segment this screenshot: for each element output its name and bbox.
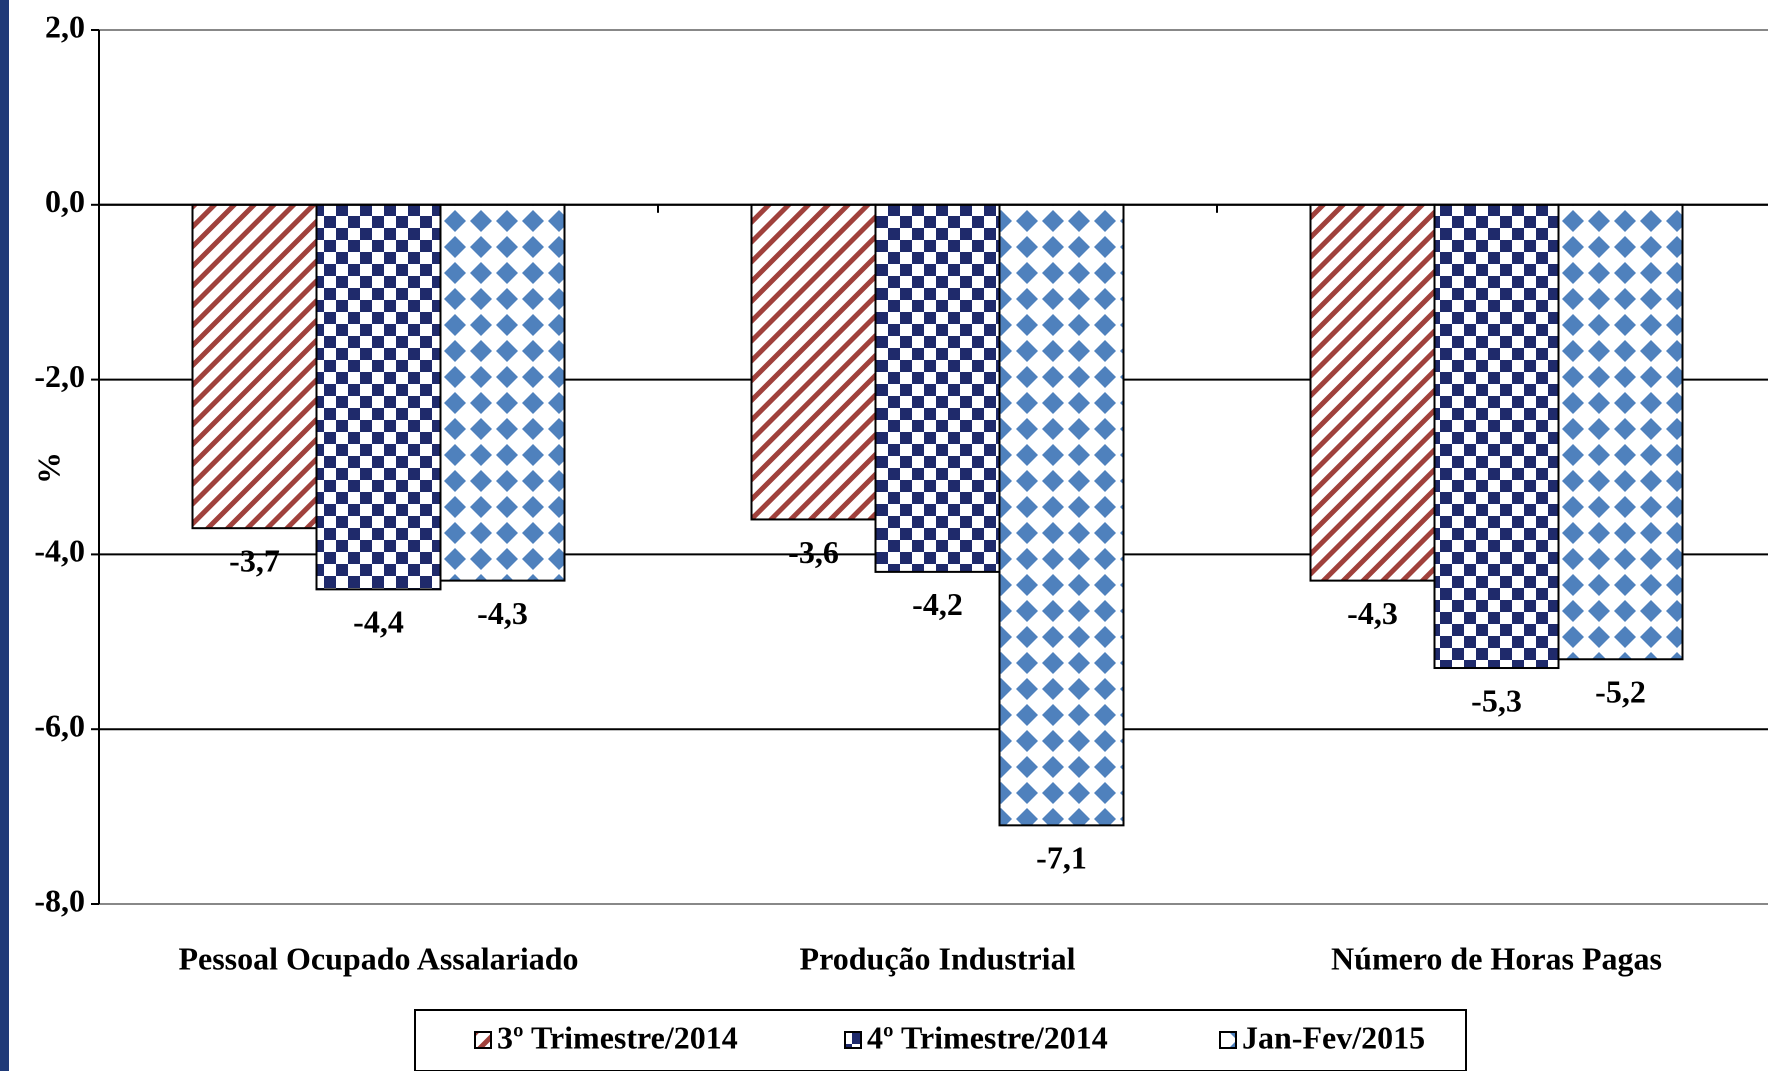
bar [874,203,1001,573]
value-label: -4,3 [477,595,528,631]
legend-swatch [474,1031,492,1049]
bar [315,203,442,591]
legend [414,1009,1467,1071]
y-tick-label: -2,0 [34,358,85,394]
bar [998,203,1125,827]
bar [439,203,566,582]
value-label: -4,3 [1347,595,1398,631]
legend-swatch [1219,1031,1237,1049]
bar [1309,203,1436,582]
legend-label: 3º Trimestre/2014 [497,1019,738,1055]
bar [750,203,877,521]
y-tick-label: -6,0 [34,708,85,744]
bar [191,203,318,530]
x-tick-label: Número de Horas Pagas [1331,940,1662,976]
side-strip [0,0,9,1071]
value-label: -4,4 [353,604,404,640]
x-tick-label: Produção Industrial [800,940,1076,976]
value-label: -5,3 [1471,682,1522,718]
value-label: -7,1 [1036,840,1087,876]
x-tick-label: Pessoal Ocupado Assalariado [178,940,578,976]
legend-label: 4º Trimestre/2014 [867,1019,1108,1055]
y-axis-label: % [30,452,66,484]
y-tick-label: -8,0 [34,882,85,918]
y-tick-label: 0,0 [45,183,85,219]
bar [1557,203,1684,661]
legend-swatch [844,1031,862,1049]
bar [1433,203,1560,670]
y-tick-label: 2,0 [45,8,85,44]
value-label: -3,6 [788,534,839,570]
y-tick-label: -4,0 [34,533,85,569]
value-label: -4,2 [912,586,963,622]
value-label: -3,7 [229,543,280,579]
legend-label: Jan-Fev/2015 [1242,1019,1425,1055]
value-label: -5,2 [1595,674,1646,710]
